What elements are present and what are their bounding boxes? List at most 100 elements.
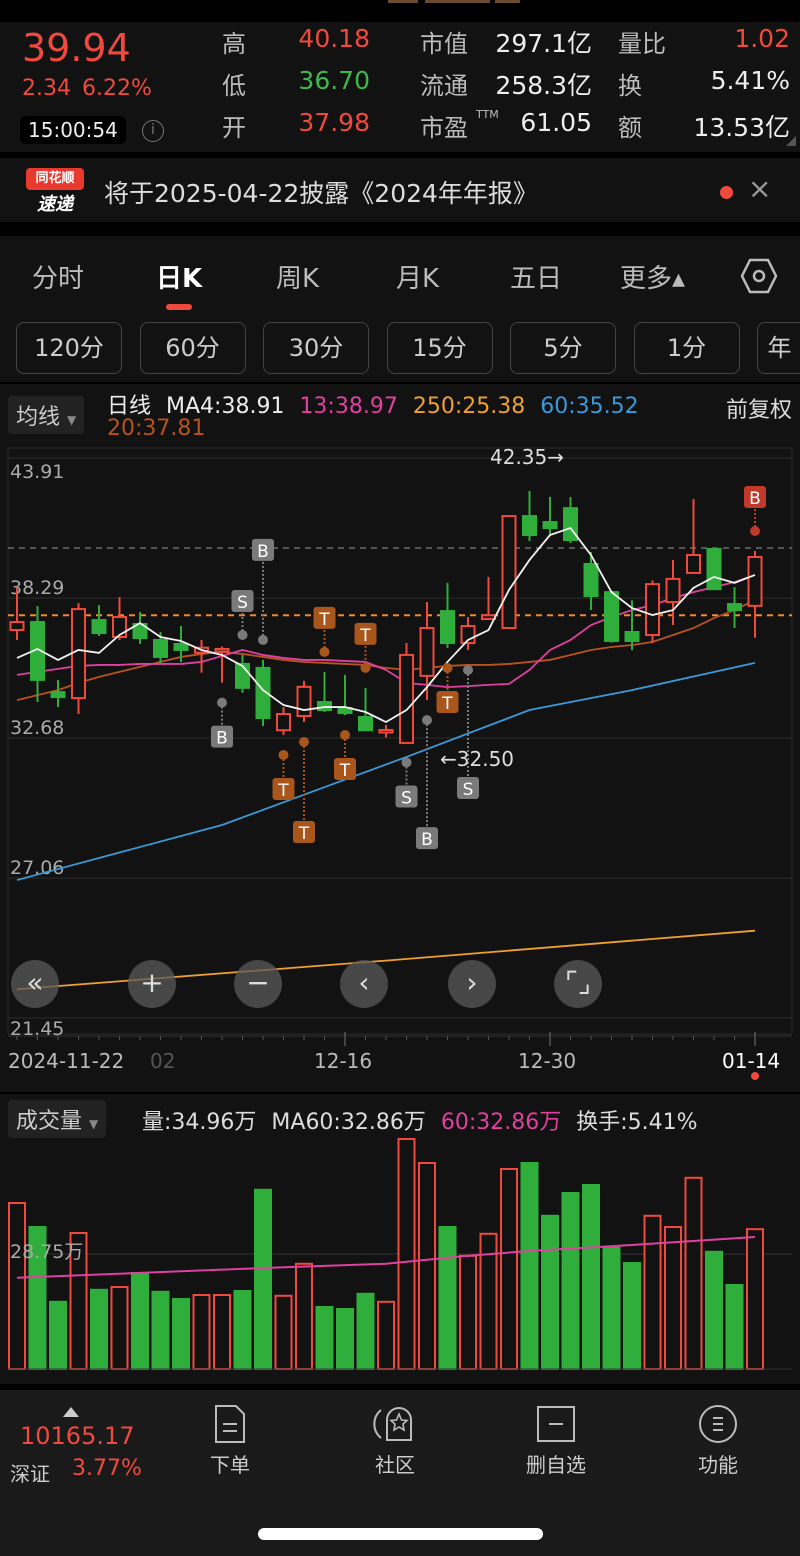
candle[interactable] <box>194 639 209 673</box>
signal-marker-S[interactable]: S <box>457 664 479 800</box>
period-button[interactable]: 15分 <box>386 322 493 374</box>
volume-bar[interactable] <box>684 1176 703 1370</box>
candle[interactable] <box>665 559 681 626</box>
zoom-out-button[interactable]: − <box>234 960 282 1008</box>
candle[interactable] <box>358 687 373 732</box>
volume-bar[interactable] <box>336 1308 354 1370</box>
signal-marker-B[interactable]: B <box>211 697 233 749</box>
candlestick-chart[interactable]: 43.91 38.29 32.68 27.06 21.45 S B B T T T T T S B T S B 42… <box>0 384 800 1092</box>
zoom-in-button[interactable]: + <box>128 960 176 1008</box>
volume-bar[interactable] <box>643 1214 662 1370</box>
volume-bar[interactable] <box>356 1292 375 1370</box>
volume-bar[interactable] <box>561 1192 580 1370</box>
tab-3[interactable]: 月K <box>396 264 440 294</box>
tab-2[interactable]: 周K <box>276 264 320 294</box>
candle[interactable] <box>296 680 312 723</box>
candle[interactable] <box>9 586 25 640</box>
announcement-banner[interactable]: 同花顺 速递 将于2025-04-22披露《2024年年报》 × <box>0 158 800 222</box>
home-indicator[interactable] <box>258 1528 543 1540</box>
volume-bar[interactable] <box>541 1214 559 1370</box>
period-button[interactable]: 30分 <box>263 322 369 374</box>
kline-chart-panel[interactable]: 均线 ▼ 日线 MA4:38.91 13:38.97 250:25.38 60:… <box>0 384 800 1092</box>
volume-indicator-selector[interactable]: 成交量 ▼ <box>8 1100 107 1138</box>
volume-bar[interactable] <box>397 1138 416 1370</box>
expand-corner-icon[interactable] <box>786 136 796 146</box>
candle[interactable] <box>132 612 148 644</box>
candle[interactable] <box>747 550 763 638</box>
period-button[interactable]: 5分 <box>510 322 616 374</box>
nav-remove-watchlist[interactable]: 删自选 <box>496 1404 616 1478</box>
candle[interactable] <box>235 654 250 693</box>
nav-functions[interactable]: 功能 <box>658 1404 778 1478</box>
volume-bar[interactable] <box>254 1188 272 1370</box>
info-icon[interactable]: i <box>142 120 164 142</box>
signal-marker-T[interactable]: T <box>334 730 356 781</box>
candle[interactable] <box>706 547 722 591</box>
candle[interactable] <box>71 603 86 715</box>
volume-bar[interactable] <box>213 1294 231 1370</box>
signal-marker-T[interactable]: T <box>293 737 315 844</box>
scroll-right-button[interactable]: › <box>448 960 496 1008</box>
candle[interactable] <box>30 606 45 703</box>
candle[interactable] <box>255 659 271 726</box>
tab-4[interactable]: 五日 <box>510 264 563 294</box>
volume-bar[interactable] <box>459 1254 477 1370</box>
nav-order[interactable]: 下单 <box>170 1404 290 1478</box>
volume-bar[interactable] <box>192 1294 211 1370</box>
volume-bar[interactable] <box>233 1290 252 1370</box>
index-value[interactable]: 10165.17 <box>20 1422 135 1450</box>
volume-bar[interactable] <box>520 1162 539 1370</box>
candle[interactable] <box>378 725 394 738</box>
signal-marker-T[interactable]: T <box>313 606 336 657</box>
scroll-left-button[interactable]: ‹ <box>340 960 388 1008</box>
volume-bar[interactable] <box>315 1306 334 1370</box>
volume-bar[interactable] <box>418 1162 436 1370</box>
candle[interactable] <box>686 498 701 574</box>
volume-bar[interactable] <box>377 1300 395 1370</box>
volume-bar[interactable] <box>49 1300 67 1370</box>
candle[interactable] <box>727 587 742 629</box>
signal-marker-T[interactable]: T <box>354 622 377 673</box>
candle[interactable] <box>214 646 230 683</box>
nav-community[interactable]: 社区 <box>335 1404 455 1478</box>
volume-bar[interactable] <box>274 1294 293 1370</box>
candle[interactable] <box>173 626 189 662</box>
period-button[interactable]: 60分 <box>139 322 246 374</box>
volume-bar[interactable] <box>582 1184 600 1370</box>
candle[interactable] <box>419 602 435 701</box>
fullscreen-button[interactable]: ⌜⌟ <box>554 960 602 1008</box>
tab-0[interactable]: 分时 <box>32 264 85 294</box>
volume-bar[interactable] <box>623 1262 641 1370</box>
candle[interactable] <box>604 590 619 643</box>
volume-panel[interactable]: 成交量 ▼ 量:34.96万 MA60:32.86万 60:32.86万 换手:… <box>0 1094 800 1384</box>
volume-bar[interactable] <box>295 1262 313 1370</box>
tab-1[interactable]: 日K <box>156 264 203 294</box>
volume-bar[interactable] <box>8 1202 26 1370</box>
candle[interactable] <box>50 679 66 708</box>
candle[interactable] <box>501 515 517 630</box>
candle[interactable] <box>583 551 599 611</box>
candle[interactable] <box>645 580 660 643</box>
volume-bar[interactable] <box>500 1168 518 1370</box>
signal-marker-B[interactable]: B <box>252 538 274 645</box>
volume-bar[interactable] <box>602 1246 621 1370</box>
signal-marker-T[interactable]: T <box>436 662 459 714</box>
volume-bar[interactable] <box>131 1272 149 1370</box>
signal-marker-B[interactable]: B <box>416 715 438 850</box>
ma-selector[interactable]: 均线 ▼ <box>8 396 85 434</box>
volume-bar[interactable] <box>151 1290 170 1370</box>
volume-bar[interactable] <box>172 1298 190 1370</box>
candle[interactable] <box>112 597 127 640</box>
signal-marker-S[interactable]: S <box>395 757 418 808</box>
candle[interactable] <box>399 642 414 744</box>
volume-bar[interactable] <box>438 1226 457 1370</box>
candle[interactable] <box>542 496 558 536</box>
period-button[interactable]: 120分 <box>16 322 122 374</box>
settings-hexagon-icon[interactable] <box>740 258 778 298</box>
candle[interactable] <box>440 582 455 648</box>
volume-bar[interactable] <box>90 1288 108 1370</box>
signal-marker-T[interactable]: T <box>272 749 295 801</box>
volume-bar[interactable] <box>725 1284 744 1370</box>
adjust-mode-button[interactable]: 前复权 <box>725 398 792 423</box>
volume-bar[interactable] <box>705 1250 723 1370</box>
